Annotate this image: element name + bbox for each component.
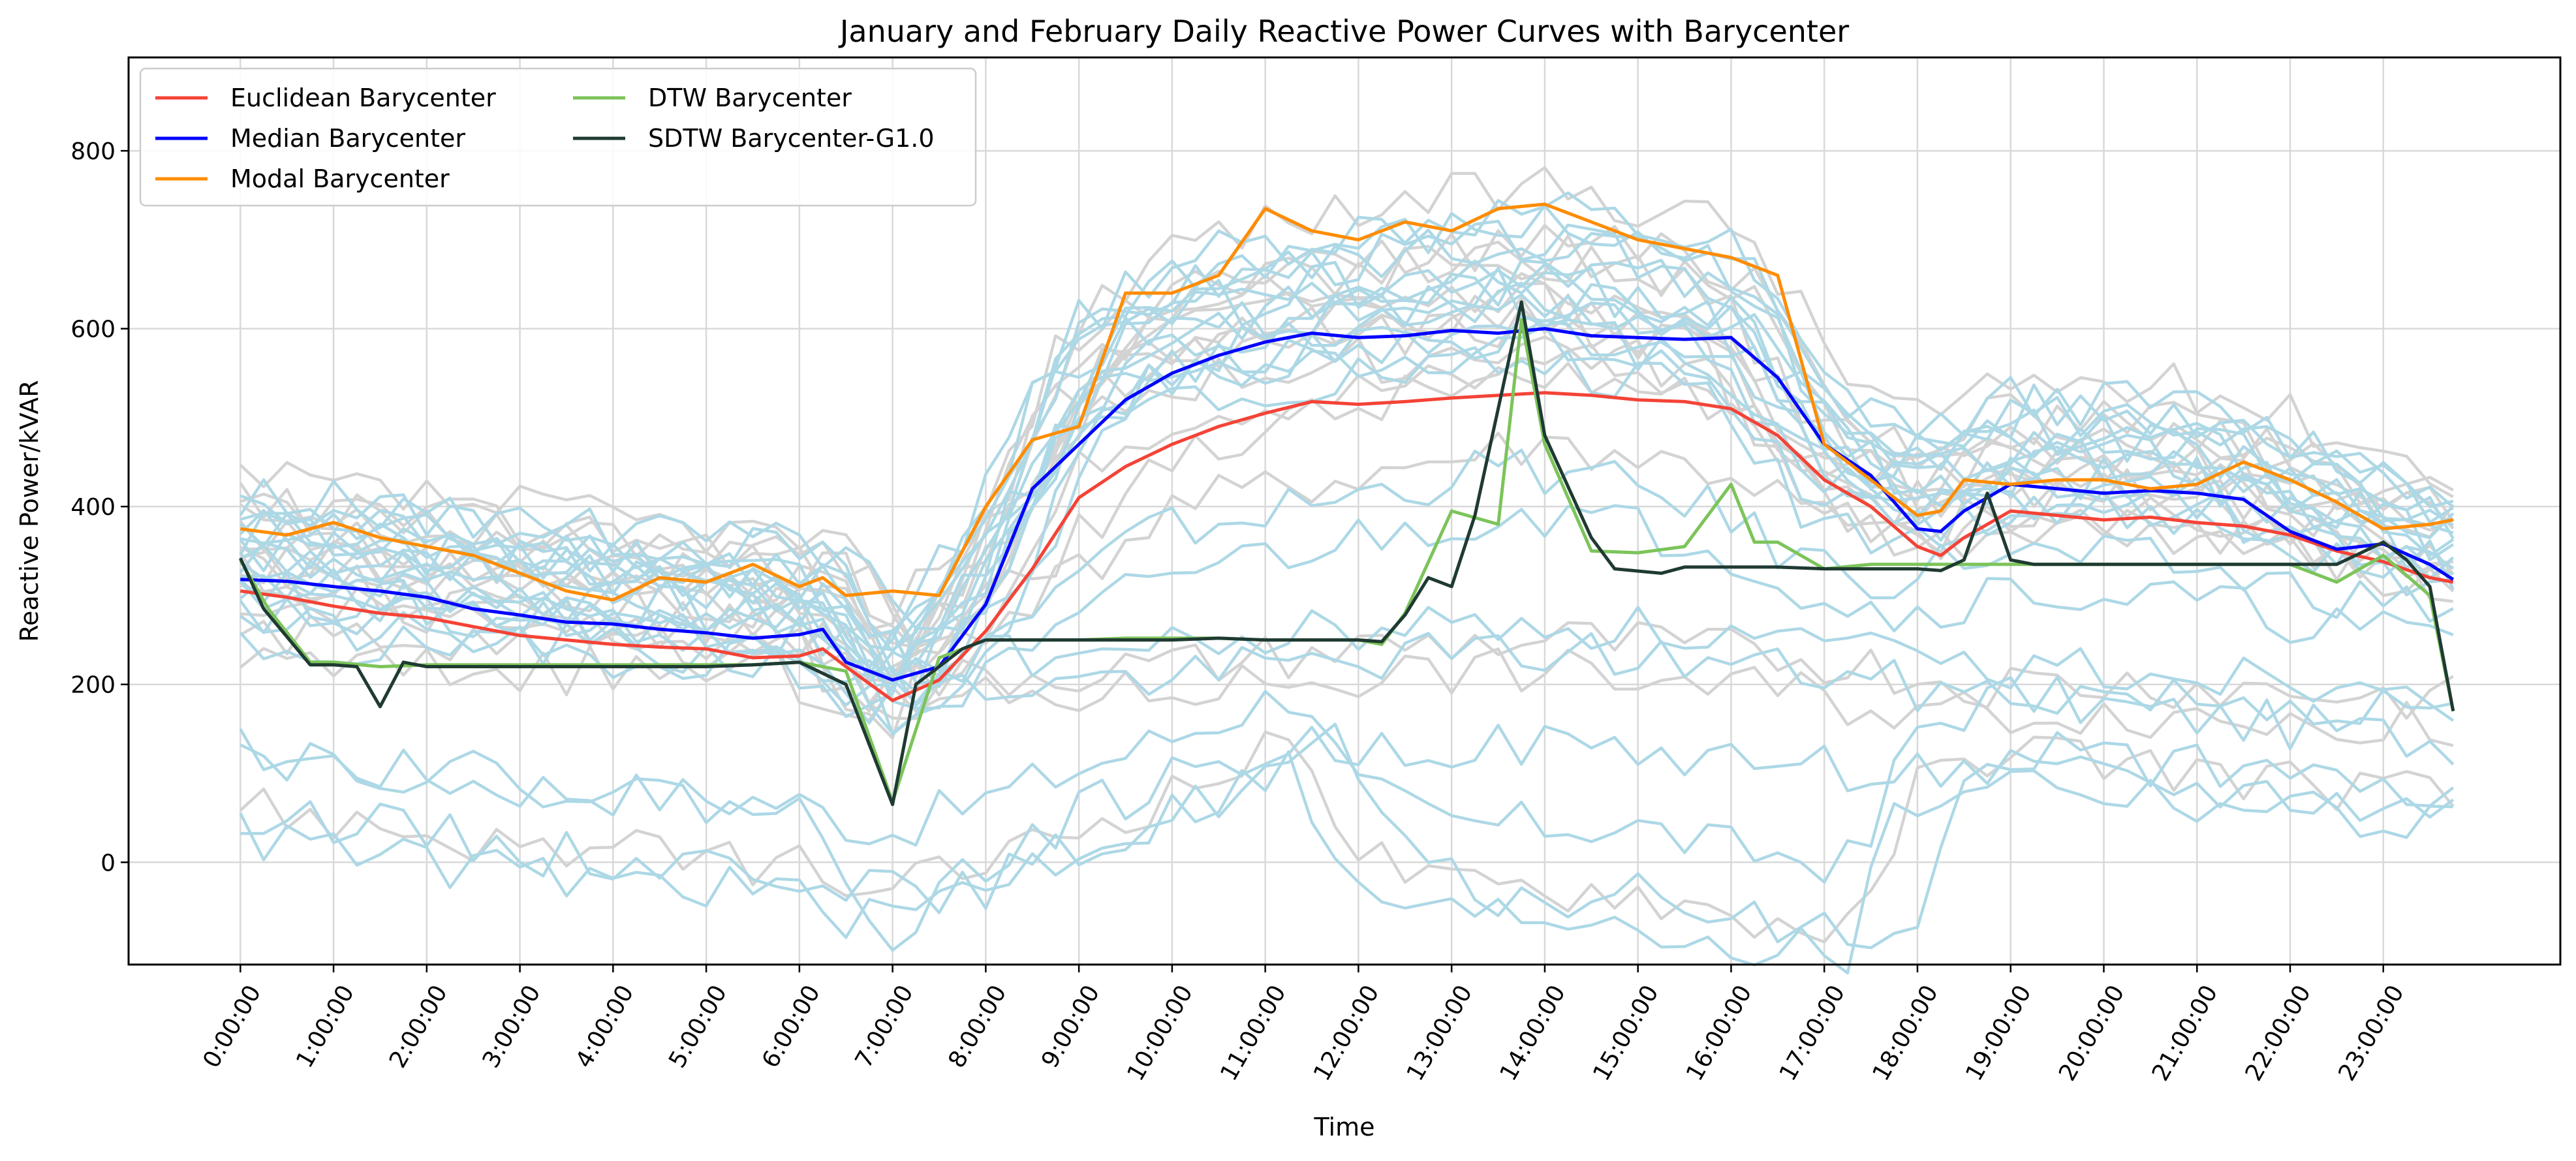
y-tick-label: 400 [70, 494, 116, 521]
background-daily-curves [239, 166, 2455, 975]
series-line-sdtw-barycenter-g1-0 [239, 300, 2455, 807]
legend-entry-label: Modal Barycenter [230, 164, 450, 193]
background-curve-january [239, 166, 2454, 651]
y-tick-label: 800 [70, 138, 116, 165]
legend-entry-label: Euclidean Barycenter [230, 84, 496, 112]
background-curve-february [239, 675, 2455, 884]
legend-entry-label: DTW Barycenter [648, 84, 852, 112]
background-curve-february [240, 266, 2455, 678]
background-curve-february [239, 625, 2455, 726]
background-curve-january [240, 613, 2454, 720]
background-curve-february [239, 259, 2455, 669]
background-curve-february [239, 191, 2454, 653]
x-axis-label: Time [1314, 1113, 1375, 1141]
legend-entry-label: Median Barycenter [230, 124, 465, 153]
background-curve-february [240, 228, 2455, 630]
background-curve-february [239, 750, 2453, 975]
y-tick-label: 200 [70, 672, 116, 699]
legend-box [139, 67, 977, 207]
y-tick-label: 0 [101, 850, 116, 876]
background-curve-february [239, 596, 2454, 710]
chart-title: January and February Daily Reactive Powe… [838, 14, 1849, 49]
y-axis-ticks: 0 200 400 600 800 [70, 138, 129, 876]
background-curve-february [239, 258, 2455, 693]
y-tick-label: 600 [70, 317, 116, 343]
barycenter-series [239, 202, 2455, 807]
legend-entry-label: SDTW Barycenter-G1.0 [648, 124, 935, 153]
y-axis-label: Reactive Power/kVAR [15, 380, 44, 642]
background-curve-january [240, 362, 2454, 720]
series-line-modal-barycenter [240, 202, 2454, 602]
series-line-median-barycenter [240, 327, 2455, 682]
series-line-euclidean-barycenter [240, 391, 2454, 702]
legend: Euclidean Barycenter Median Barycenter Mod… [139, 67, 977, 207]
background-curve-february [240, 504, 2454, 735]
background-curve-january [239, 645, 2454, 747]
plot-frame [127, 56, 2562, 966]
background-curve-february [240, 724, 2455, 952]
background-curve-february [239, 346, 2454, 725]
